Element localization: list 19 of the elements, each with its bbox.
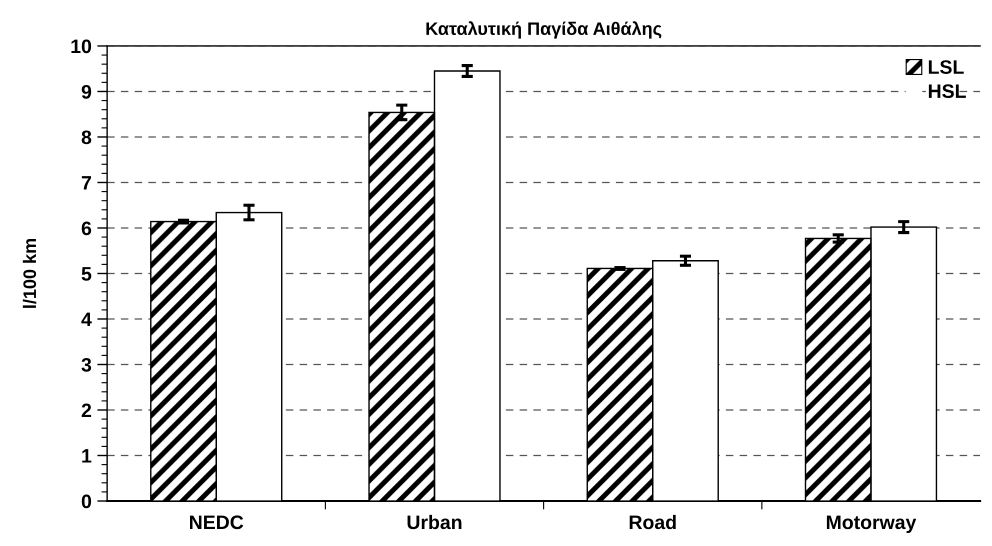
x-tick-label: Road: [630, 514, 676, 530]
y-tick-label: 9: [82, 84, 92, 99]
y-tick-label: 2: [82, 403, 92, 418]
legend-label: LSL: [928, 60, 964, 74]
y-tick-label: 0: [82, 494, 92, 508]
y-tick-label: 10: [71, 39, 92, 54]
y-tick-label: 8: [82, 130, 92, 144]
y-tick-label: 1: [82, 449, 92, 463]
y-axis-title: l/100 km: [22, 238, 36, 308]
y-tick-label: 6: [82, 221, 92, 236]
y-tick-label: 3: [81, 358, 92, 372]
y-tick-label: 4: [81, 312, 92, 326]
y-tick-label: 5: [82, 267, 92, 281]
x-tick-label: Motorway: [826, 516, 916, 534]
y-tick-label: 7: [82, 176, 92, 190]
chart-title: Καταλυτική Παγίδα Αιθάλης: [426, 21, 662, 39]
legend-label: HSL: [928, 84, 966, 98]
x-tick-label: NEDC: [190, 515, 244, 530]
x-tick-label: Urban: [408, 514, 462, 530]
